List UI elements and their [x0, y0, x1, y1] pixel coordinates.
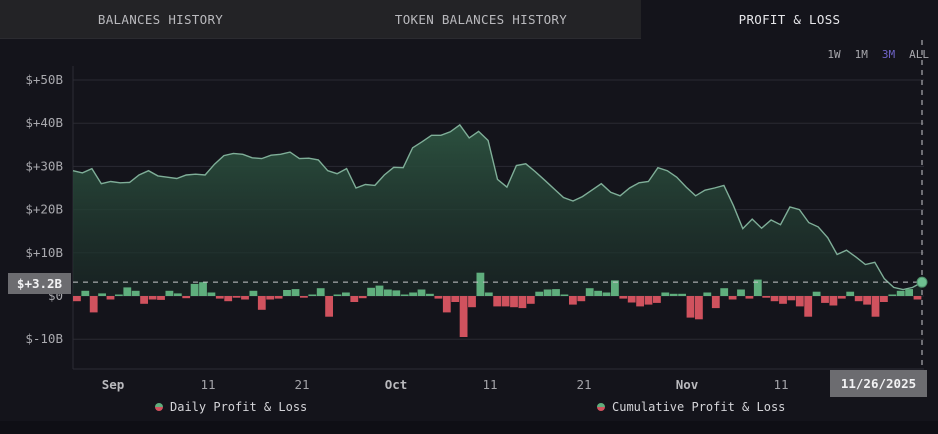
daily-bars [73, 272, 922, 337]
svg-text:$+30B: $+30B [25, 158, 63, 173]
svg-text:Oct: Oct [385, 377, 408, 392]
svg-text:$+10B: $+10B [25, 245, 63, 260]
tab-bar: BALANCES HISTORY TOKEN BALANCES HISTORY … [0, 0, 938, 39]
legend-label: Cumulative Profit & Loss [612, 400, 786, 414]
svg-text:21: 21 [576, 377, 591, 392]
time-range-selector: 1W 1M 3M ALL [827, 48, 929, 61]
legend-label: Daily Profit & Loss [170, 400, 308, 414]
footer-strip [0, 421, 938, 434]
svg-text:11: 11 [773, 377, 788, 392]
svg-text:$+50B: $+50B [25, 72, 63, 87]
svg-text:Sep: Sep [102, 377, 125, 392]
tab-label: BALANCES HISTORY [97, 12, 224, 27]
tab-divider [0, 38, 641, 39]
tab-profit-loss[interactable]: PROFIT & LOSS [641, 0, 938, 39]
hover-point-marker [916, 276, 928, 288]
range-3m-button[interactable]: 3M [881, 48, 896, 61]
tab-label: TOKEN BALANCES HISTORY [394, 12, 568, 27]
range-1m-button[interactable]: 1M [854, 48, 868, 61]
tab-label: PROFIT & LOSS [738, 12, 841, 27]
y-axis-labels: $-10B$0$+10B$+20B$+30B$+40B$+50B [25, 72, 63, 346]
svg-text:$+40B: $+40B [25, 115, 63, 130]
legend-daily[interactable]: Daily Profit & Loss [155, 400, 307, 414]
tab-token-balances-history[interactable]: TOKEN BALANCES HISTORY [321, 0, 641, 39]
svg-text:$+20B: $+20B [25, 202, 63, 217]
svg-text:Nov: Nov [676, 377, 699, 392]
legend-cumulative[interactable]: Cumulative Profit & Loss [597, 400, 785, 414]
svg-text:11: 11 [200, 377, 215, 392]
tab-balances-history[interactable]: BALANCES HISTORY [0, 0, 321, 39]
range-1w-button[interactable]: 1W [827, 48, 841, 61]
crosshair-y-badge: $+3.2B [8, 273, 71, 294]
svg-text:21: 21 [294, 377, 309, 392]
cumulative-line [72, 123, 923, 291]
cumulative-area [73, 124, 922, 297]
svg-text:11: 11 [482, 377, 497, 392]
legend-dot-icon [597, 403, 605, 411]
svg-text:$-10B: $-10B [25, 331, 63, 346]
x-axis-labels: Sep 11 21 Oct 11 21 Nov 11 [102, 377, 789, 392]
legend-dot-icon [155, 403, 163, 411]
range-all-button[interactable]: ALL [909, 48, 929, 61]
crosshair-date-badge: 11/26/2025 [830, 370, 927, 397]
